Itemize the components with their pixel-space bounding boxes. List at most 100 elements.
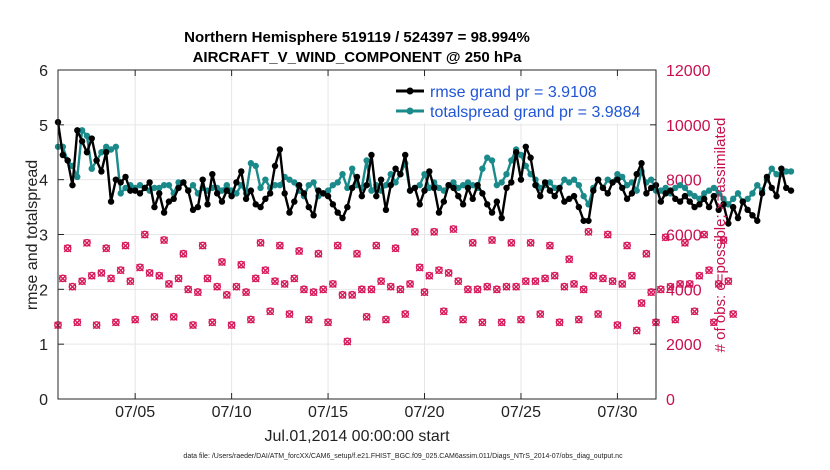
obs-assimilated-point: [295, 247, 304, 256]
obs-possible-point: [348, 290, 357, 299]
rmse-point: [286, 209, 293, 216]
obs-assimilated-point: [58, 274, 67, 283]
rmse-point: [701, 195, 708, 203]
obs-possible-point: [613, 321, 622, 329]
obs-assimilated-stroke: [497, 318, 506, 327]
obs-assimilated-stroke: [676, 280, 685, 289]
obs-assimilated-stroke: [295, 247, 304, 256]
obs-assimilated-point: [111, 318, 120, 327]
obs-assimilated-point: [68, 282, 77, 291]
rmse-point: [532, 181, 539, 189]
rmse-point: [474, 181, 481, 189]
obs-assimilated-stroke: [261, 266, 270, 275]
obs-possible-point: [478, 318, 487, 327]
rmse-point: [209, 170, 216, 178]
obs-assimilated-stroke: [546, 241, 554, 250]
obs-assimilated-point: [247, 315, 255, 324]
obs-assimilated-point: [430, 228, 439, 236]
obs-assimilated-point: [709, 318, 718, 327]
obs-possible-point: [430, 227, 439, 236]
rmse-point: [300, 190, 308, 197]
obs-assimilated-point: [420, 288, 429, 297]
obs-assimilated-point: [131, 315, 140, 324]
obs-assimilated-point: [319, 285, 328, 294]
obs-assimilated-point: [261, 266, 270, 275]
obs-possible-point: [242, 288, 250, 296]
rmse-point: [141, 184, 149, 192]
obs-assimilated-point: [280, 280, 289, 289]
obs-possible-point: [295, 247, 304, 255]
obs-possible-point: [488, 236, 496, 244]
rmse-point: [305, 203, 312, 211]
obs-possible-point: [468, 238, 477, 247]
obs-assimilated-stroke: [410, 228, 419, 236]
rmse-point: [368, 151, 375, 159]
obs-assimilated-point: [724, 277, 733, 286]
obs-possible-point: [497, 318, 506, 327]
obs-possible-point: [599, 274, 607, 283]
obs-possible-point: [459, 315, 467, 324]
obs-possible-point: [386, 282, 395, 291]
obs-possible-point: [517, 315, 525, 324]
obs-assimilated-stroke: [140, 230, 149, 239]
legend-rmse-label: rmse grand pr = 3.9108: [430, 84, 597, 101]
rmse-point: [324, 192, 332, 200]
y-tick-label-left: 3: [39, 228, 48, 245]
obs-possible-point: [420, 288, 429, 296]
totalspread-point: [619, 173, 626, 181]
obs-possible-point: [546, 241, 554, 250]
obs-possible-point: [131, 315, 140, 324]
obs-assimilated-point: [92, 321, 101, 330]
totalspread-point: [103, 143, 110, 150]
obs-possible-point: [155, 271, 164, 280]
obs-assimilated-point: [647, 288, 656, 297]
obs-possible-point: [623, 241, 631, 250]
rmse-point: [228, 192, 235, 200]
rmse-point: [503, 184, 510, 192]
rmse-point: [146, 179, 153, 186]
obs-possible-point: [107, 274, 115, 283]
totalspread-point: [276, 181, 284, 189]
chart-title: Northern Hemisphere 519119 / 524397 = 98…: [184, 29, 530, 46]
obs-possible-point: [666, 282, 675, 291]
obs-assimilated-stroke: [63, 244, 72, 253]
obs-possible-point: [290, 274, 299, 283]
obs-assimilated-point: [512, 282, 521, 291]
obs-possible-point: [208, 318, 217, 327]
rmse-point: [488, 209, 496, 216]
obs-possible-point: [449, 225, 458, 233]
obs-assimilated-point: [531, 277, 540, 286]
totalspread-point: [696, 195, 703, 203]
obs-assimilated-point: [357, 285, 366, 294]
obs-assimilated-stroke: [237, 261, 246, 269]
obs-possible-point: [632, 326, 641, 335]
totalspread-point: [426, 184, 433, 192]
obs-assimilated-stroke: [531, 277, 540, 286]
totalspread-point: [701, 190, 708, 197]
rmse-point: [69, 181, 76, 189]
rmse-point: [561, 198, 568, 205]
obs-assimilated-point: [309, 288, 318, 297]
obs-assimilated-stroke: [618, 280, 627, 289]
obs-possible-point: [83, 238, 91, 247]
rmse-point: [758, 190, 766, 197]
totalspread-point: [74, 173, 81, 181]
rmse-point: [339, 214, 346, 222]
rmse-point: [459, 201, 467, 208]
obs-assimilated-point: [473, 285, 482, 294]
obs-possible-point: [396, 285, 405, 294]
obs-possible-point: [531, 277, 540, 286]
obs-assimilated-stroke: [78, 277, 87, 286]
obs-possible-point: [227, 321, 236, 329]
obs-assimilated-point: [618, 280, 627, 289]
obs-assimilated-point: [275, 241, 284, 250]
y-tick-label-right: 12000: [666, 63, 711, 80]
obs-assimilated-point: [97, 269, 106, 278]
rmse-point: [783, 184, 790, 192]
obs-assimilated-point: [401, 310, 410, 319]
obs-possible-point: [150, 312, 159, 321]
y-axis-label-right: # of obs: o=possible; ×=assimilated: [712, 118, 729, 353]
rmse-point: [537, 192, 544, 200]
obs-assimilated-point: [121, 241, 130, 250]
obs-assimilated-point: [714, 280, 723, 289]
